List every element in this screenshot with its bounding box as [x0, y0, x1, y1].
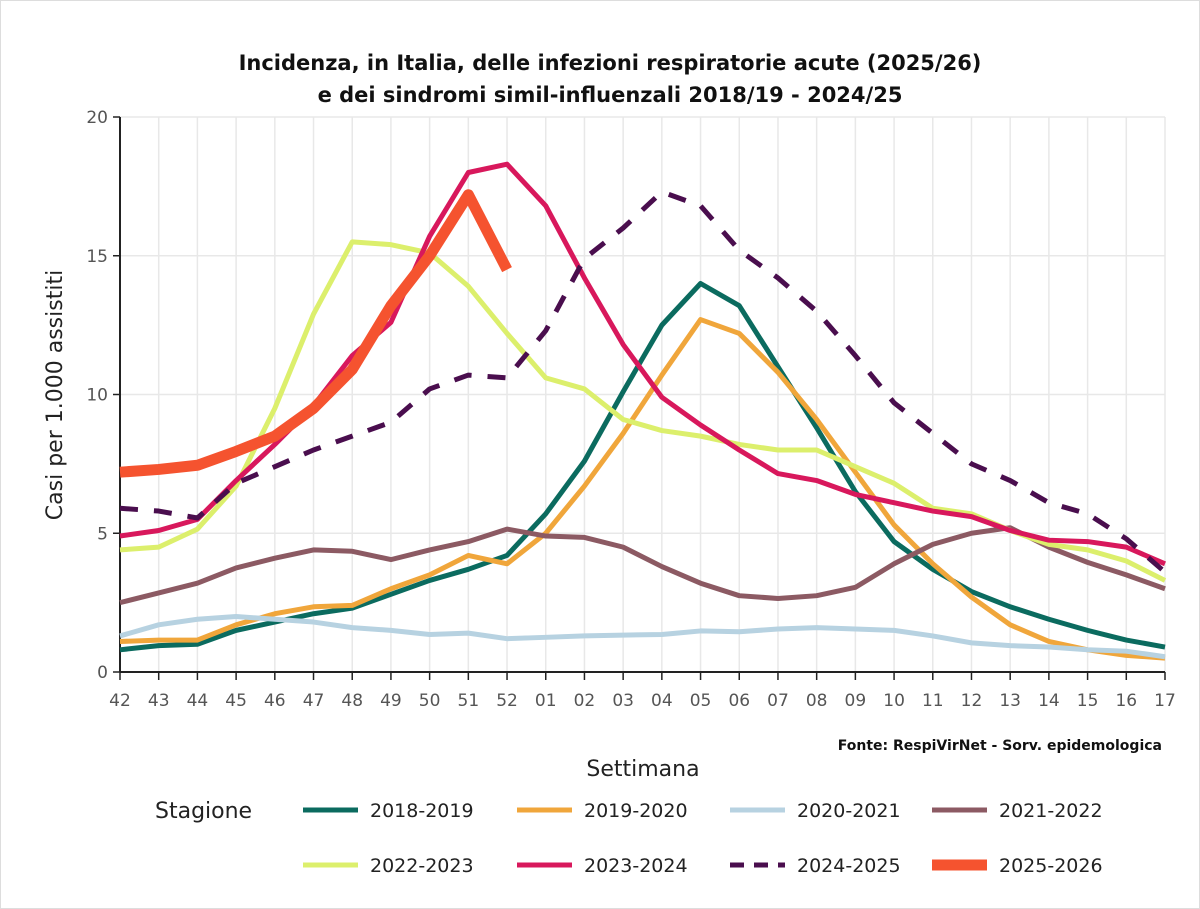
- x-tick-label: 14: [1038, 691, 1060, 711]
- x-axis-label: Settimana: [586, 757, 699, 782]
- x-tick-label: 17: [1154, 691, 1176, 711]
- legend-label-2019-2020: 2019-2020: [584, 800, 688, 822]
- series-lines: [119, 161, 1167, 661]
- x-tick-label: 48: [341, 691, 363, 711]
- x-tick-label: 03: [612, 691, 634, 711]
- y-tick-label: 5: [97, 524, 108, 544]
- legend-label-2023-2024: 2023-2024: [584, 855, 688, 877]
- legend-label-2020-2021: 2020-2021: [797, 800, 901, 822]
- x-tick-label: 47: [303, 691, 325, 711]
- x-tick-label: 51: [458, 691, 480, 711]
- series-line-2025-2026: [119, 189, 512, 478]
- x-tick-label: 43: [148, 691, 170, 711]
- legend-label-2018-2019: 2018-2019: [370, 800, 474, 822]
- x-tick-label: 11: [922, 691, 944, 711]
- x-tick-label: 04: [651, 691, 673, 711]
- y-tick-label: 0: [97, 663, 108, 683]
- x-tick-label: 16: [1115, 691, 1137, 711]
- x-tick-label: 02: [574, 691, 596, 711]
- x-tick-label: 12: [961, 691, 983, 711]
- series-line-2021-2022: [119, 525, 1166, 606]
- gridlines: [120, 116, 1166, 672]
- x-tick-label: 45: [225, 691, 247, 711]
- y-tick-label: 20: [86, 108, 108, 128]
- x-tick-label: 07: [767, 691, 789, 711]
- y-tick-label: 15: [86, 247, 108, 267]
- source-note: Fonte: RespiVirNet - Sorv. epidemologica: [838, 738, 1162, 754]
- x-tick-label: 01: [535, 691, 557, 711]
- x-tick-label: 52: [496, 691, 518, 711]
- x-tick-label: 15: [1077, 691, 1099, 711]
- series-line-2024-2025: [119, 189, 1167, 574]
- legend-title: Stagione: [155, 799, 252, 824]
- legend-label-2025-2026: 2025-2026: [999, 855, 1103, 877]
- legend-label-2022-2023: 2022-2023: [370, 855, 474, 877]
- legend-label-2021-2022: 2021-2022: [999, 800, 1103, 822]
- chart-title-line-1: Incidenza, in Italia, delle infezioni re…: [239, 51, 982, 75]
- series-line-2018-2019: [119, 281, 1166, 653]
- x-tick-label: 46: [264, 691, 286, 711]
- y-tick-label: 10: [86, 386, 108, 406]
- x-tick-label: 13: [999, 691, 1021, 711]
- x-tick-label: 10: [883, 691, 905, 711]
- x-tick-label: 08: [806, 691, 828, 711]
- series-line-2023-2024: [119, 161, 1166, 567]
- x-tick-label: 49: [380, 691, 402, 711]
- y-axis-label: Casi per 1.000 assistiti: [43, 270, 68, 520]
- series-line-2019-2020: [119, 317, 1166, 661]
- chart-title-line-2: e dei sindromi simil-influenzali 2018/19…: [318, 83, 903, 107]
- x-tick-label: 06: [728, 691, 750, 711]
- legend: 2018-2019 2019-2020 2020-2021 2021-2022 2022…: [303, 800, 1103, 877]
- x-tick-label: 42: [109, 691, 131, 711]
- x-tick-label: 05: [690, 691, 712, 711]
- x-tick-label: 44: [187, 691, 209, 711]
- x-tick-label: 09: [845, 691, 867, 711]
- legend-label-2024-2025: 2024-2025: [797, 855, 901, 877]
- x-tick-label: 50: [419, 691, 441, 711]
- series-line-2020-2021: [119, 614, 1166, 660]
- axes: 42 43 44 45 46 47 48 49 50 51 52 01 02 03 04 05 06 07 08 09…: [86, 108, 1175, 711]
